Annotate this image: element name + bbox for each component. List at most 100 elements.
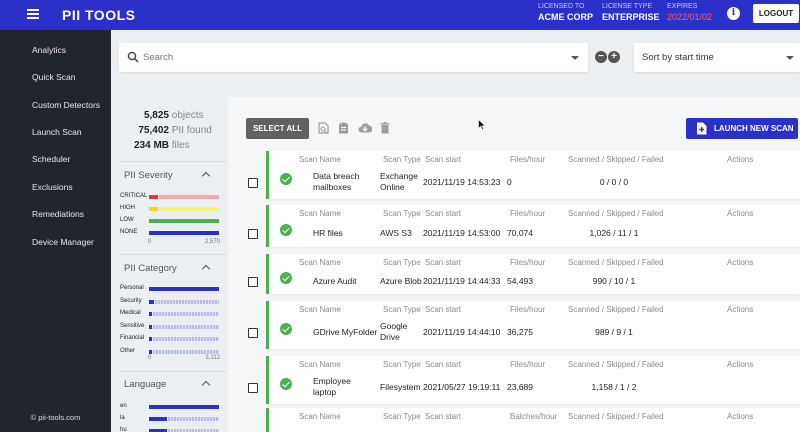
filter-axis: 0 2,570	[120, 239, 220, 247]
row-checkbox[interactable]	[248, 277, 258, 287]
select-all-button[interactable]: SELECT ALL	[246, 118, 309, 139]
search-dropdown-icon[interactable]	[571, 56, 579, 60]
report-icon[interactable]	[338, 122, 349, 134]
column-header: Scan Type	[383, 305, 421, 314]
chevron-up-icon[interactable]	[201, 264, 211, 274]
filter-bar-fill	[149, 219, 219, 223]
sidebar-item-scheduler[interactable]: Scheduler	[0, 149, 111, 169]
scan-name[interactable]: Data breach mailboxes	[313, 171, 359, 193]
search-results-icon[interactable]	[318, 122, 329, 134]
column-header: Scanned / Skipped / Failed	[568, 258, 664, 267]
launch-new-scan-button[interactable]: LAUNCH NEW SCAN	[686, 118, 798, 139]
filter-bar-remainder	[153, 312, 219, 317]
filter-title-category[interactable]: PII Category	[124, 263, 177, 274]
row-checkbox[interactable]	[248, 229, 258, 239]
sidebar-item-exclusions[interactable]: Exclusions	[0, 177, 111, 197]
scan-name-line: Employee	[313, 376, 351, 386]
sidebar-item-device-manager[interactable]: Device Manager	[0, 232, 111, 252]
scan-name[interactable]: Azure Audit	[313, 276, 356, 287]
filter-bar-fill	[149, 324, 152, 329]
filter-row[interactable]: Medical	[120, 309, 220, 319]
license-value: ENTERPRISE	[602, 12, 660, 22]
add-filter-icon[interactable]: +	[608, 51, 620, 63]
chevron-up-icon[interactable]	[201, 171, 211, 181]
sidebar-item-launch-scan[interactable]: Launch Scan	[0, 122, 111, 142]
mouse-pointer-icon	[478, 119, 486, 130]
sidebar-item-label: Analytics	[32, 45, 67, 55]
row-checkbox[interactable]	[248, 178, 258, 188]
logout-button[interactable]: LOGOUT	[753, 4, 799, 23]
axis-min: 0	[148, 355, 152, 361]
scan-row[interactable]: Scan Name Scan Type Scan start Files/hour Sc…	[266, 254, 800, 294]
delete-icon[interactable]	[380, 122, 390, 134]
scan-name-line: Data breach	[313, 171, 360, 181]
sidebar-item-label: Custom Detectors	[32, 100, 101, 110]
scan-type-line: AWS S3	[380, 228, 412, 238]
column-header: Scan Name	[299, 305, 341, 314]
filter-row-label: Financial	[120, 335, 145, 342]
scan-name-line: mailboxes	[313, 182, 352, 192]
scan-row[interactable]: Scan Name Scan Type Scan start Files/hour Sc…	[266, 151, 800, 199]
sidebar-item-label: Scheduler	[32, 154, 71, 164]
filter-row-label: Other	[120, 348, 136, 354]
filter-axis: 0 3,112	[120, 355, 220, 363]
sidebar-item-custom-detectors[interactable]: Custom Detectors	[0, 95, 111, 115]
chevron-up-icon[interactable]	[201, 380, 211, 390]
scan-type-line: Drive	[380, 332, 400, 342]
filter-row-label: Sensitive	[120, 322, 145, 329]
filter-row[interactable]: Personal	[120, 284, 220, 294]
scan-counts: 1,158 / 1 / 2	[591, 382, 637, 392]
row-checkbox[interactable]	[248, 383, 258, 393]
filter-row[interactable]: CRITICAL	[120, 192, 220, 202]
sidebar-item-label: Exclusions	[32, 182, 73, 192]
column-header: Files/hour	[510, 209, 546, 218]
column-header: Scan Type	[383, 412, 421, 421]
search-icon	[127, 51, 139, 63]
sidebar-item-remediations[interactable]: Remediations	[0, 204, 111, 224]
filter-row[interactable]: LOW	[120, 216, 220, 226]
filter-row[interactable]: Other	[120, 347, 220, 357]
filter-row[interactable]: Sensitive	[120, 322, 220, 332]
sort-select[interactable]: Sort by start time	[634, 43, 800, 72]
filter-bar	[149, 429, 219, 432]
filter-row[interactable]: hu	[120, 426, 220, 432]
download-icon[interactable]	[358, 122, 372, 134]
sidebar-item-analytics[interactable]: Analytics	[0, 40, 111, 60]
filter-row[interactable]: la	[120, 414, 220, 424]
column-header: Scan Name	[299, 209, 341, 218]
filter-row[interactable]: Financial	[120, 334, 220, 344]
filter-row[interactable]: NONE	[120, 228, 220, 238]
remove-filter-icon[interactable]: −	[595, 51, 607, 63]
sidebar-item-quick-scan[interactable]: Quick Scan	[0, 67, 111, 87]
filter-divider	[120, 254, 226, 255]
filter-row[interactable]: Security	[120, 297, 220, 307]
filter-bar-remainder	[153, 350, 219, 354]
status-success-icon	[280, 378, 292, 390]
search-bar[interactable]: Search	[119, 43, 588, 72]
column-header: Actions	[727, 360, 754, 369]
scan-row[interactable]: Scan Name Scan Type Scan start Batches/hour…	[266, 408, 800, 432]
scan-name[interactable]: GDrive MyFolder	[313, 327, 377, 338]
row-checkbox[interactable]	[248, 328, 258, 338]
info-icon[interactable]: i	[727, 7, 740, 20]
stat-line: 234 MB files	[120, 138, 220, 153]
scan-counts: 0 / 0 / 0	[599, 177, 629, 187]
filter-bar	[149, 417, 219, 421]
scan-row[interactable]: Scan Name Scan Type Scan start Files/hour Sc…	[266, 356, 800, 404]
scan-start: 2021/11/19 14:53:00	[423, 228, 501, 238]
search-input[interactable]: Search	[143, 52, 174, 63]
filter-row[interactable]: en	[120, 402, 220, 412]
filter-title-language[interactable]: Language	[124, 379, 167, 390]
column-header: Actions	[727, 412, 754, 421]
filter-row[interactable]: HIGH	[120, 204, 220, 214]
scan-name[interactable]: HR files	[313, 228, 343, 239]
axis-min: 0	[148, 239, 152, 245]
menu-icon[interactable]	[27, 9, 39, 19]
scan-name[interactable]: Employee laptop	[313, 376, 351, 398]
scan-row[interactable]: Scan Name Scan Type Scan start Files/hour Sc…	[266, 301, 800, 349]
filter-title-severity[interactable]: PII Severity	[124, 170, 173, 181]
scan-row[interactable]: Scan Name Scan Type Scan start Files/hour Sc…	[266, 205, 800, 247]
filter-bar-fill	[149, 350, 152, 354]
column-header: Scan start	[425, 209, 462, 218]
filter-bar-remainder	[155, 299, 219, 304]
